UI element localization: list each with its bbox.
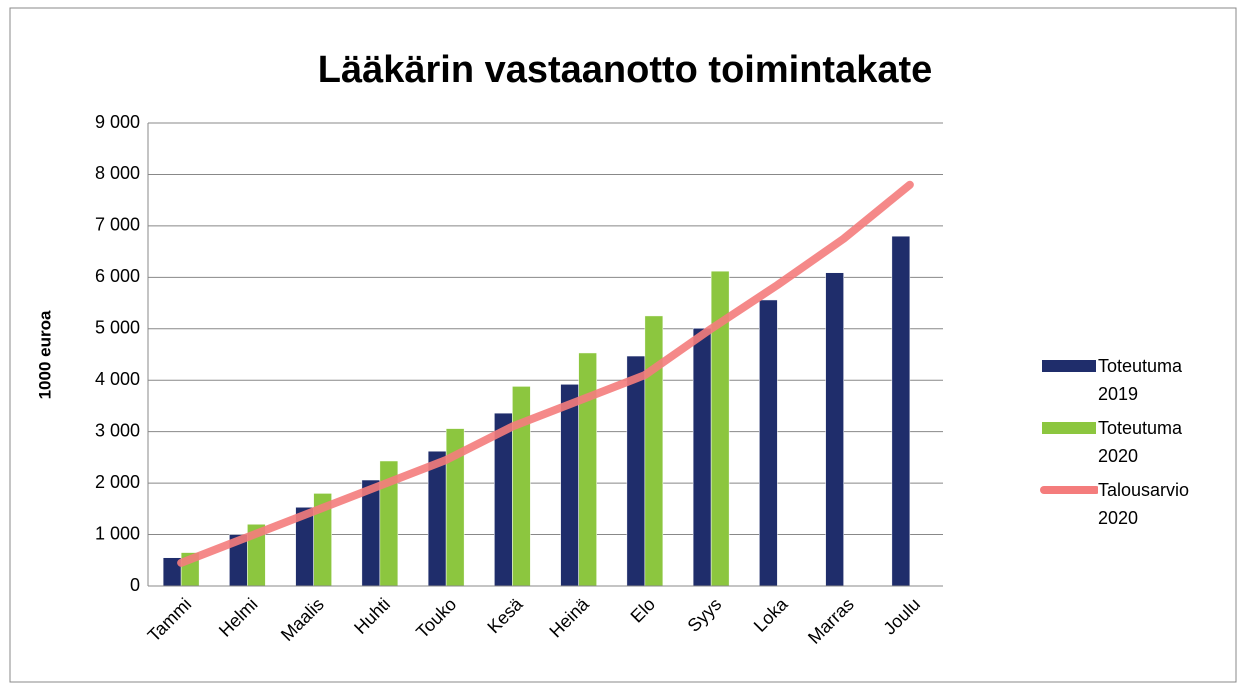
y-tick-label: 3 000	[95, 420, 140, 440]
y-tick-label: 2 000	[95, 472, 140, 492]
legend-swatch	[1042, 422, 1096, 434]
bar	[891, 235, 911, 587]
legend-item: Toteutuma 2019	[1040, 352, 1230, 408]
legend-box	[1042, 360, 1096, 372]
bar	[644, 315, 664, 587]
y-tick-label: 7 000	[95, 215, 140, 235]
legend-swatch	[1040, 486, 1098, 494]
legend-box	[1042, 422, 1096, 434]
bar	[578, 352, 597, 587]
y-tick-label: 5 000	[95, 318, 140, 338]
legend-item: Talousarvio 2020	[1040, 476, 1230, 532]
bar	[825, 272, 844, 587]
legend-swatch	[1042, 360, 1096, 372]
bar	[560, 384, 579, 587]
bar	[626, 355, 646, 587]
bar	[759, 299, 778, 587]
y-tick-label: 6 000	[95, 266, 140, 286]
bar	[361, 479, 381, 587]
bar	[494, 412, 513, 587]
bar	[427, 450, 447, 587]
legend-label: Talousarvio 2020	[1098, 480, 1190, 528]
chart-title: Lääkärin vastaanotto toimintakate	[318, 49, 933, 91]
legend: Toteutuma 2019 Toteutuma 2020 Talousarvio …	[1040, 352, 1230, 538]
legend-label: Toteutuma 2019	[1098, 356, 1183, 404]
y-tick-label: 4 000	[95, 369, 140, 389]
y-tick-label: 1 000	[95, 523, 140, 543]
y-tick-label: 8 000	[95, 163, 140, 183]
legend-label: Toteutuma 2020	[1098, 418, 1183, 466]
chart-border	[9, 7, 1237, 683]
line	[177, 180, 914, 567]
y-tick-label: 9 000	[95, 112, 140, 132]
y-tick-label: 0	[130, 575, 140, 595]
y-axis-label: 1000 euroa	[35, 310, 54, 399]
legend-item: Toteutuma 2020	[1040, 414, 1230, 470]
bar	[692, 328, 712, 587]
